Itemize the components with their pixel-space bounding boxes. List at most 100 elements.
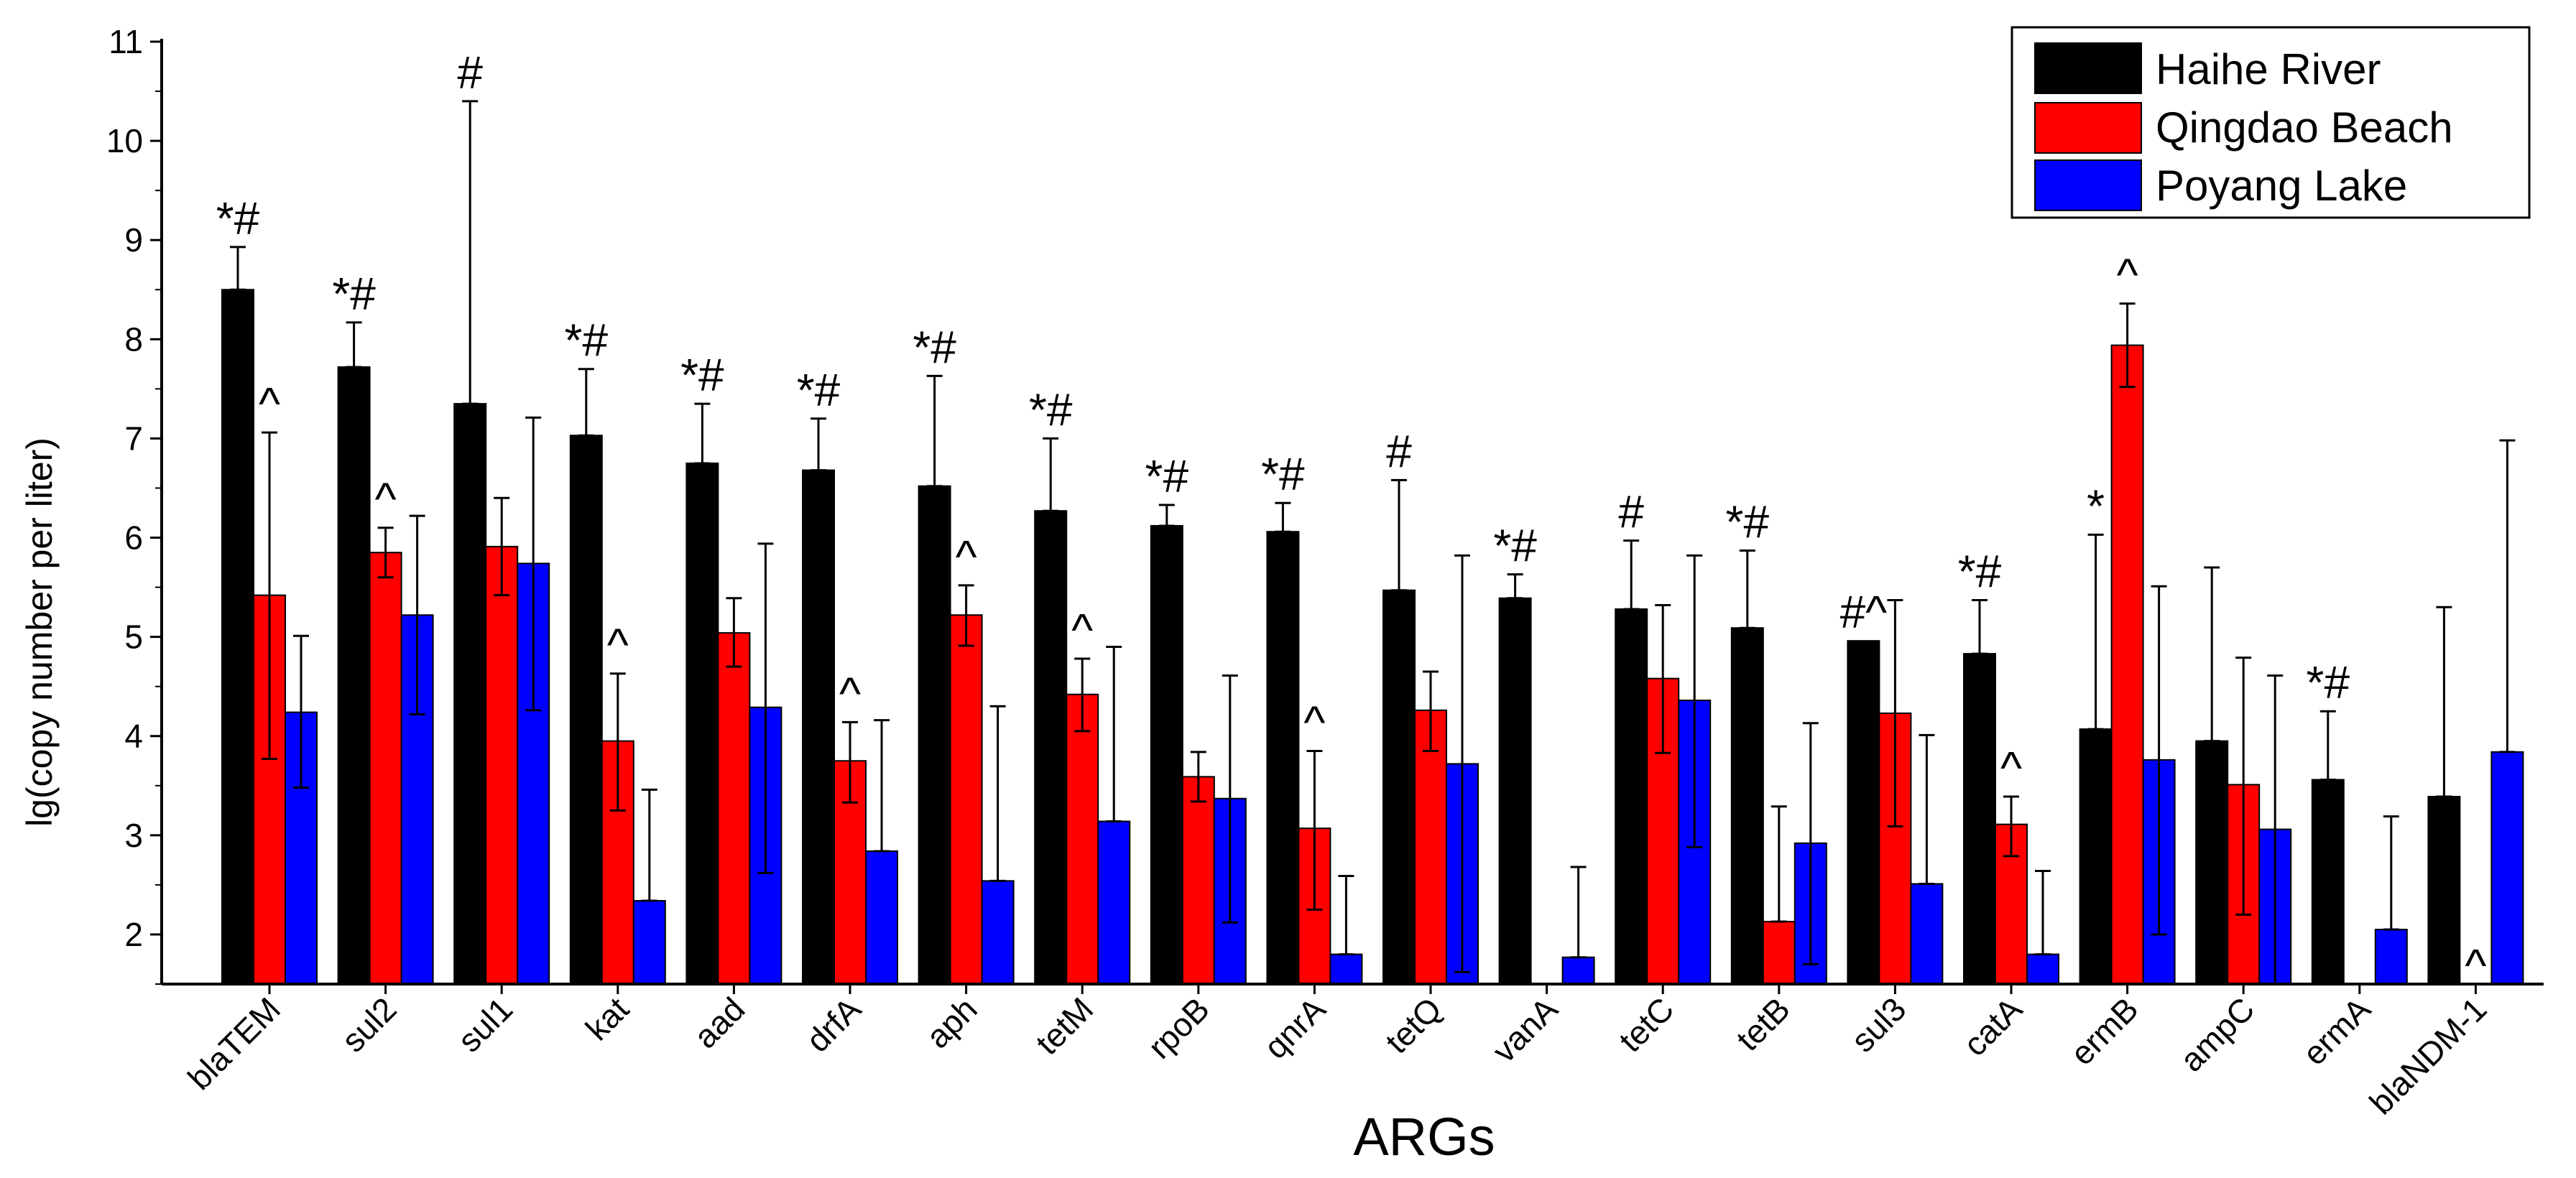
x-tick-label-sul1: sul1 bbox=[451, 990, 520, 1059]
annotation-haihe-river-tetb: *# bbox=[1726, 496, 1770, 547]
legend: Haihe River Qingdao Beach Poyang Lake bbox=[2011, 26, 2531, 219]
annotation-haihe-river-sul1: # bbox=[457, 47, 483, 98]
annotation-haihe-river-tetq: # bbox=[1386, 425, 1412, 477]
bar-haihe-river-rpob bbox=[1150, 524, 1183, 985]
bar-haihe-river-tetq bbox=[1382, 589, 1416, 985]
bar-qingdao-beach-ermb bbox=[2110, 344, 2144, 985]
annotation-qingdao-beach-cata: ^ bbox=[2000, 742, 2022, 794]
x-tick-label-tetm: tetM bbox=[1028, 990, 1100, 1062]
bar-haihe-river-ampc bbox=[2195, 740, 2229, 985]
bar-poyang-lake-aph bbox=[981, 880, 1015, 985]
bar-poyang-lake-drfa bbox=[865, 850, 898, 985]
bar-haihe-river-tetb bbox=[1730, 627, 1764, 985]
bar-haihe-river-cata bbox=[1963, 653, 1996, 985]
annotation-qingdao-beach-drfa: ^ bbox=[839, 667, 861, 719]
bar-haihe-river-kat bbox=[569, 435, 603, 985]
bar-qingdao-beach-tetq bbox=[1414, 709, 1447, 985]
y-tick-label-10: 10 bbox=[106, 122, 143, 159]
x-tick-label-tetc: tetC bbox=[1612, 990, 1681, 1059]
annotation-qingdao-beach-qnra: ^ bbox=[1303, 696, 1325, 748]
x-tick-label-blandm-1: blaNDM-1 bbox=[2362, 990, 2493, 1121]
legend-label-haihe-river: Haihe River bbox=[2156, 45, 2381, 93]
bar-qingdao-beach-rpob bbox=[1181, 776, 1215, 985]
bar-qingdao-beach-tetm bbox=[1066, 693, 1099, 985]
x-tick-label-tetb: tetB bbox=[1729, 990, 1797, 1058]
annotation-haihe-river-tetc: # bbox=[1618, 486, 1644, 538]
annotation-haihe-river-tetm: *# bbox=[1029, 384, 1073, 435]
y-tick-label-8: 8 bbox=[124, 320, 143, 358]
bar-haihe-river-sul1 bbox=[453, 403, 487, 985]
x-tick-label-erma: ermA bbox=[2295, 990, 2378, 1072]
annotation-haihe-river-rpob: *# bbox=[1145, 450, 1189, 502]
x-tick-label-blatem: blaTEM bbox=[180, 990, 287, 1097]
bar-haihe-river-tetc bbox=[1615, 608, 1648, 985]
y-tick-label-2: 2 bbox=[124, 916, 143, 953]
bar-haihe-river-qnra bbox=[1266, 531, 1300, 985]
x-tick-label-ampc: ampC bbox=[2173, 990, 2262, 1079]
legend-label-qingdao-beach: Qingdao Beach bbox=[2156, 103, 2453, 152]
annotation-qingdao-beach-blatem: ^ bbox=[259, 378, 280, 430]
y-tick-label-9: 9 bbox=[124, 221, 143, 259]
bar-qingdao-beach-tetb bbox=[1762, 920, 1796, 985]
annotation-haihe-river-aph: *# bbox=[913, 321, 956, 373]
bar-haihe-river-aph bbox=[918, 485, 951, 985]
bar-poyang-lake-tetm bbox=[1097, 820, 1131, 985]
annotation-qingdao-beach-sul2: ^ bbox=[375, 473, 397, 525]
annotation-haihe-river-vana: *# bbox=[1493, 520, 1537, 572]
annotation-haihe-river-cata: *# bbox=[1958, 546, 2002, 598]
bar-poyang-lake-sul1 bbox=[517, 562, 550, 985]
x-axis-label: ARGs bbox=[1353, 1107, 1495, 1167]
legend-swatch-qingdao-beach bbox=[2034, 102, 2142, 154]
annotation-haihe-river-sul3: #^ bbox=[1840, 586, 1888, 638]
bar-haihe-river-sul3 bbox=[1847, 640, 1880, 985]
annotation-haihe-river-qnra: *# bbox=[1261, 448, 1305, 500]
legend-swatch-poyang-lake bbox=[2034, 159, 2142, 211]
x-tick-label-sul2: sul2 bbox=[334, 990, 403, 1059]
x-tick-label-tetq: tetQ bbox=[1378, 990, 1449, 1060]
legend-swatch-haihe-river bbox=[2034, 42, 2142, 94]
bar-haihe-river-erma bbox=[2311, 779, 2345, 985]
x-tick-label-kat: kat bbox=[578, 990, 636, 1047]
bar-poyang-lake-blandm-1 bbox=[2490, 751, 2524, 985]
legend-label-poyang-lake: Poyang Lake bbox=[2156, 162, 2407, 210]
bar-haihe-river-aad bbox=[685, 462, 719, 985]
annotation-haihe-river-ermb: * bbox=[2087, 480, 2105, 532]
y-tick-label-3: 3 bbox=[124, 817, 143, 854]
annotation-qingdao-beach-tetm: ^ bbox=[1071, 604, 1093, 656]
bar-poyang-lake-sul3 bbox=[1910, 883, 1944, 985]
bar-poyang-lake-erma bbox=[2374, 929, 2408, 985]
x-tick-label-ermb: ermB bbox=[2063, 990, 2145, 1072]
y-tick-label-11: 11 bbox=[109, 23, 143, 60]
annotation-haihe-river-sul2: *# bbox=[332, 268, 376, 320]
annotation-qingdao-beach-ermb: ^ bbox=[2117, 249, 2138, 301]
bar-haihe-river-blandm-1 bbox=[2427, 795, 2461, 985]
bar-qingdao-beach-sul2 bbox=[369, 552, 402, 985]
bar-qingdao-beach-aph bbox=[949, 614, 983, 985]
y-tick-label-6: 6 bbox=[124, 519, 143, 557]
bar-poyang-lake-qnra bbox=[1329, 953, 1363, 985]
x-tick-label-vana: vanA bbox=[1485, 990, 1565, 1070]
bar-qingdao-beach-sul1 bbox=[485, 545, 519, 985]
x-tick-label-drfa: drfA bbox=[799, 990, 869, 1059]
y-tick-label-7: 7 bbox=[124, 419, 143, 457]
significance-marks-layer: *# ^ *# ^ # *# ^ *# *# ^ *# ^ *# ^ *# *# ^ # *# # *# #^ *# ^ * ^ *… bbox=[216, 47, 2487, 991]
annotation-haihe-river-drfa: *# bbox=[797, 364, 841, 416]
error-bars-layer bbox=[230, 100, 2516, 984]
annotation-qingdao-beach-kat: ^ bbox=[607, 619, 629, 671]
x-tick-label-aph: aph bbox=[919, 990, 984, 1055]
bar-poyang-lake-kat bbox=[632, 899, 666, 985]
annotation-haihe-river-aad: *# bbox=[680, 349, 724, 401]
annotation-haihe-river-kat: *# bbox=[565, 315, 609, 366]
annotation-qingdao-beach-aph: ^ bbox=[956, 531, 977, 583]
bar-poyang-lake-cata bbox=[2026, 953, 2059, 985]
bar-haihe-river-blatem bbox=[221, 289, 254, 985]
x-tick-label-sul3: sul3 bbox=[1844, 990, 1913, 1059]
bar-haihe-river-vana bbox=[1498, 597, 1532, 985]
y-axis-label: lg(copy number per liter) bbox=[19, 437, 60, 827]
x-tick-label-aad: aad bbox=[686, 990, 752, 1055]
bar-qingdao-beach-aad bbox=[717, 632, 751, 985]
bar-haihe-river-sul2 bbox=[337, 366, 371, 985]
x-tick-label-rpob: rpoB bbox=[1140, 990, 1216, 1065]
x-tick-label-qnra: qnrA bbox=[1257, 990, 1333, 1066]
